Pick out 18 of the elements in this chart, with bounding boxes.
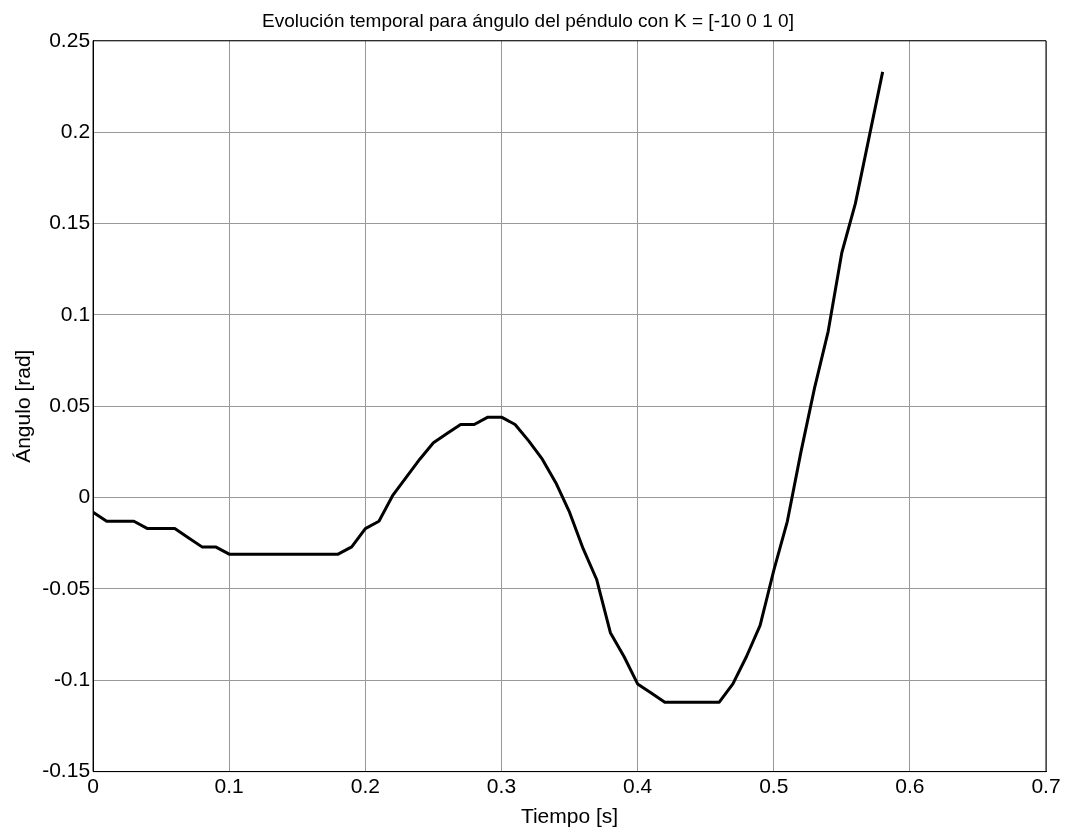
x-tick-label: 0.2 [350, 774, 380, 797]
y-tick-label: 0.2 [60, 118, 91, 142]
y-tick-label: 0.25 [49, 27, 91, 51]
y-tick-label: -0.05 [42, 575, 91, 599]
x-tick-label: 0.4 [623, 774, 653, 797]
x-tick-label: 0.1 [214, 774, 244, 797]
y-axis-title: Ángulo [rad] [11, 349, 35, 463]
y-tick-label: -0.1 [53, 667, 91, 691]
x-axis-title: Tiempo [s] [520, 804, 619, 828]
x-tick-label: 0.7 [1031, 774, 1061, 797]
x-tick-label: 0.5 [759, 774, 789, 797]
y-tick-label: 0.1 [60, 301, 91, 325]
x-tick-label: 0.3 [486, 774, 517, 797]
y-tick-label: 0 [78, 484, 91, 508]
y-tick-label: 0.05 [49, 393, 91, 416]
chart-title: Evolución temporal para ángulo del péndulo con K = [-10 0 1 0] [262, 9, 794, 31]
x-tick-label: 0.6 [895, 774, 925, 797]
y-tick-label: 0.15 [49, 210, 91, 234]
